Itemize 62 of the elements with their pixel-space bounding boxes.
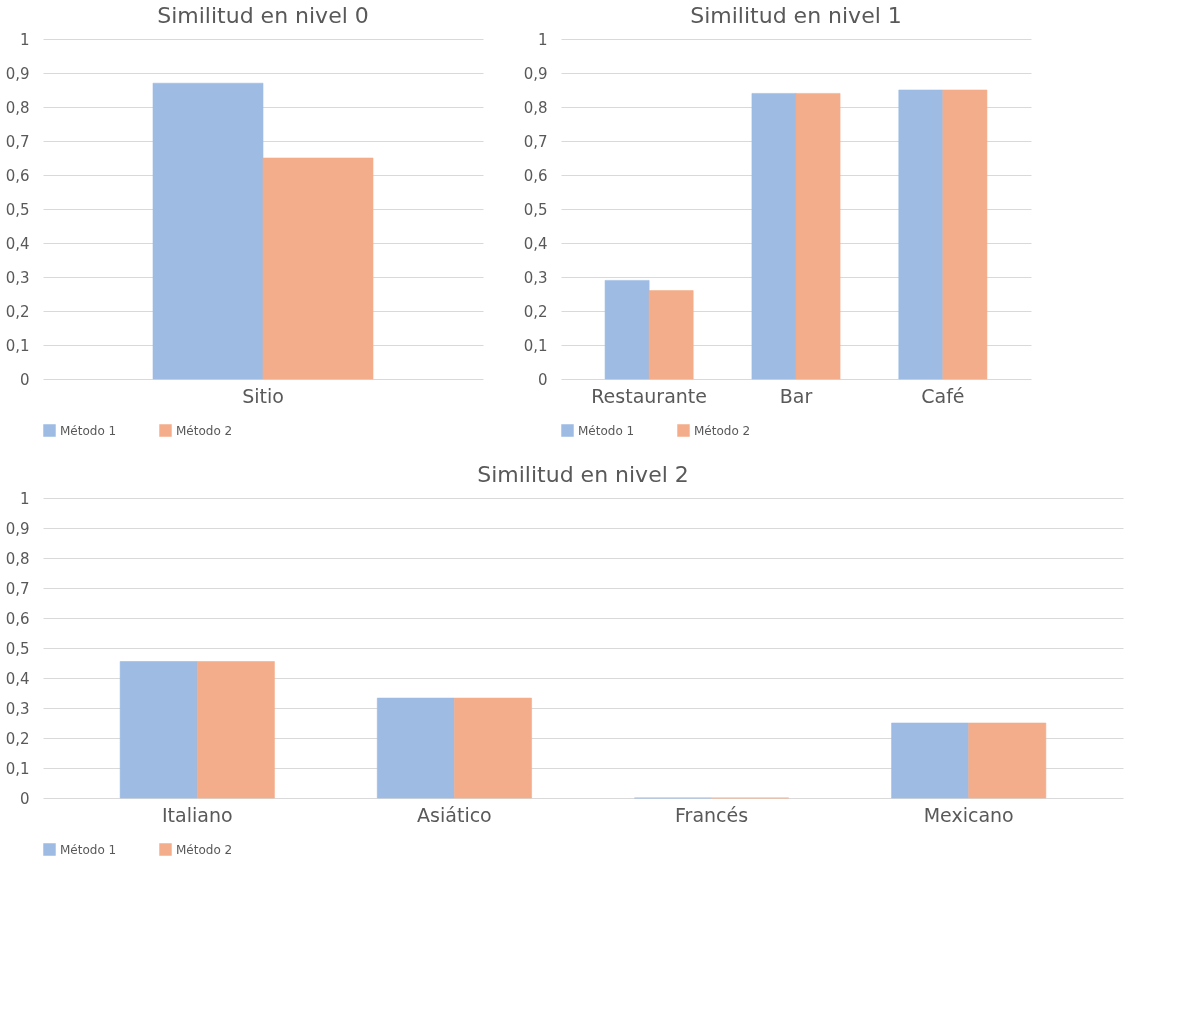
y-tick-label: 0,6 bbox=[5, 609, 30, 628]
y-tick-label: 0 bbox=[537, 370, 548, 389]
y-tick-label: 0,1 bbox=[5, 336, 30, 355]
y-tick-label: 0,5 bbox=[5, 639, 30, 658]
y-tick-label: 0,5 bbox=[523, 200, 548, 219]
bar bbox=[795, 92, 841, 380]
y-tick-label: 1 bbox=[19, 30, 30, 49]
legend-label: Método 2 bbox=[176, 423, 233, 438]
y-tick-label: 0,6 bbox=[523, 166, 548, 185]
bar bbox=[453, 697, 533, 799]
x-tick-label: Francés bbox=[675, 803, 749, 826]
legend-label: Método 2 bbox=[176, 842, 233, 857]
y-tick-label: 0,7 bbox=[5, 579, 30, 598]
x-tick-label: Café bbox=[921, 384, 965, 407]
y-tick-label: 0,8 bbox=[5, 549, 30, 568]
y-tick-label: 0,5 bbox=[5, 200, 30, 219]
legend-label: Método 2 bbox=[694, 423, 751, 438]
y-tick-label: 0,8 bbox=[523, 98, 548, 117]
y-tick-label: 0,2 bbox=[523, 302, 548, 321]
chart-title: Similitud en nivel 2 bbox=[477, 462, 689, 487]
y-tick-label: 0,8 bbox=[5, 98, 30, 117]
y-tick-label: 1 bbox=[19, 489, 30, 508]
legend-label: Método 1 bbox=[60, 423, 117, 438]
chart-title: Similitud en nivel 0 bbox=[157, 3, 369, 28]
bar bbox=[196, 661, 275, 799]
y-tick-label: 0,4 bbox=[523, 234, 548, 253]
bar bbox=[751, 92, 797, 380]
chart-title: Similitud en nivel 1 bbox=[690, 3, 902, 28]
y-tick-label: 0,3 bbox=[5, 699, 30, 718]
x-tick-label: Bar bbox=[779, 384, 813, 407]
y-tick-label: 0,7 bbox=[5, 132, 30, 151]
x-tick-label: Mexicano bbox=[923, 803, 1014, 826]
y-tick-label: 0,2 bbox=[5, 302, 30, 321]
y-tick-label: 0,4 bbox=[5, 234, 30, 253]
y-tick-label: 0,9 bbox=[523, 64, 548, 83]
bar bbox=[891, 722, 970, 799]
y-tick-label: 0,3 bbox=[5, 268, 30, 287]
bar bbox=[604, 279, 650, 380]
y-tick-label: 0,4 bbox=[5, 669, 30, 688]
legend-label: Método 1 bbox=[60, 842, 117, 857]
y-tick-label: 0,1 bbox=[523, 336, 548, 355]
y-tick-label: 0,3 bbox=[523, 268, 548, 287]
y-tick-label: 0,7 bbox=[523, 132, 548, 151]
bar bbox=[898, 89, 944, 380]
y-tick-label: 0,9 bbox=[5, 64, 30, 83]
y-tick-label: 0,9 bbox=[5, 519, 30, 538]
bar bbox=[942, 89, 988, 380]
bar bbox=[376, 697, 455, 799]
x-tick-label: Italiano bbox=[162, 803, 233, 826]
y-tick-label: 1 bbox=[537, 30, 548, 49]
x-tick-label: Sitio bbox=[242, 384, 284, 407]
x-tick-label: Restaurante bbox=[591, 384, 707, 407]
legend-label: Método 1 bbox=[578, 423, 635, 438]
y-tick-label: 0,6 bbox=[5, 166, 30, 185]
y-tick-label: 0 bbox=[19, 370, 30, 389]
bar bbox=[968, 722, 1047, 799]
bar bbox=[648, 290, 694, 380]
y-tick-label: 0 bbox=[19, 789, 30, 808]
bar bbox=[119, 661, 198, 799]
y-tick-label: 0,1 bbox=[5, 759, 30, 778]
x-tick-label: Asiático bbox=[417, 803, 492, 826]
y-tick-label: 0,2 bbox=[5, 729, 30, 748]
